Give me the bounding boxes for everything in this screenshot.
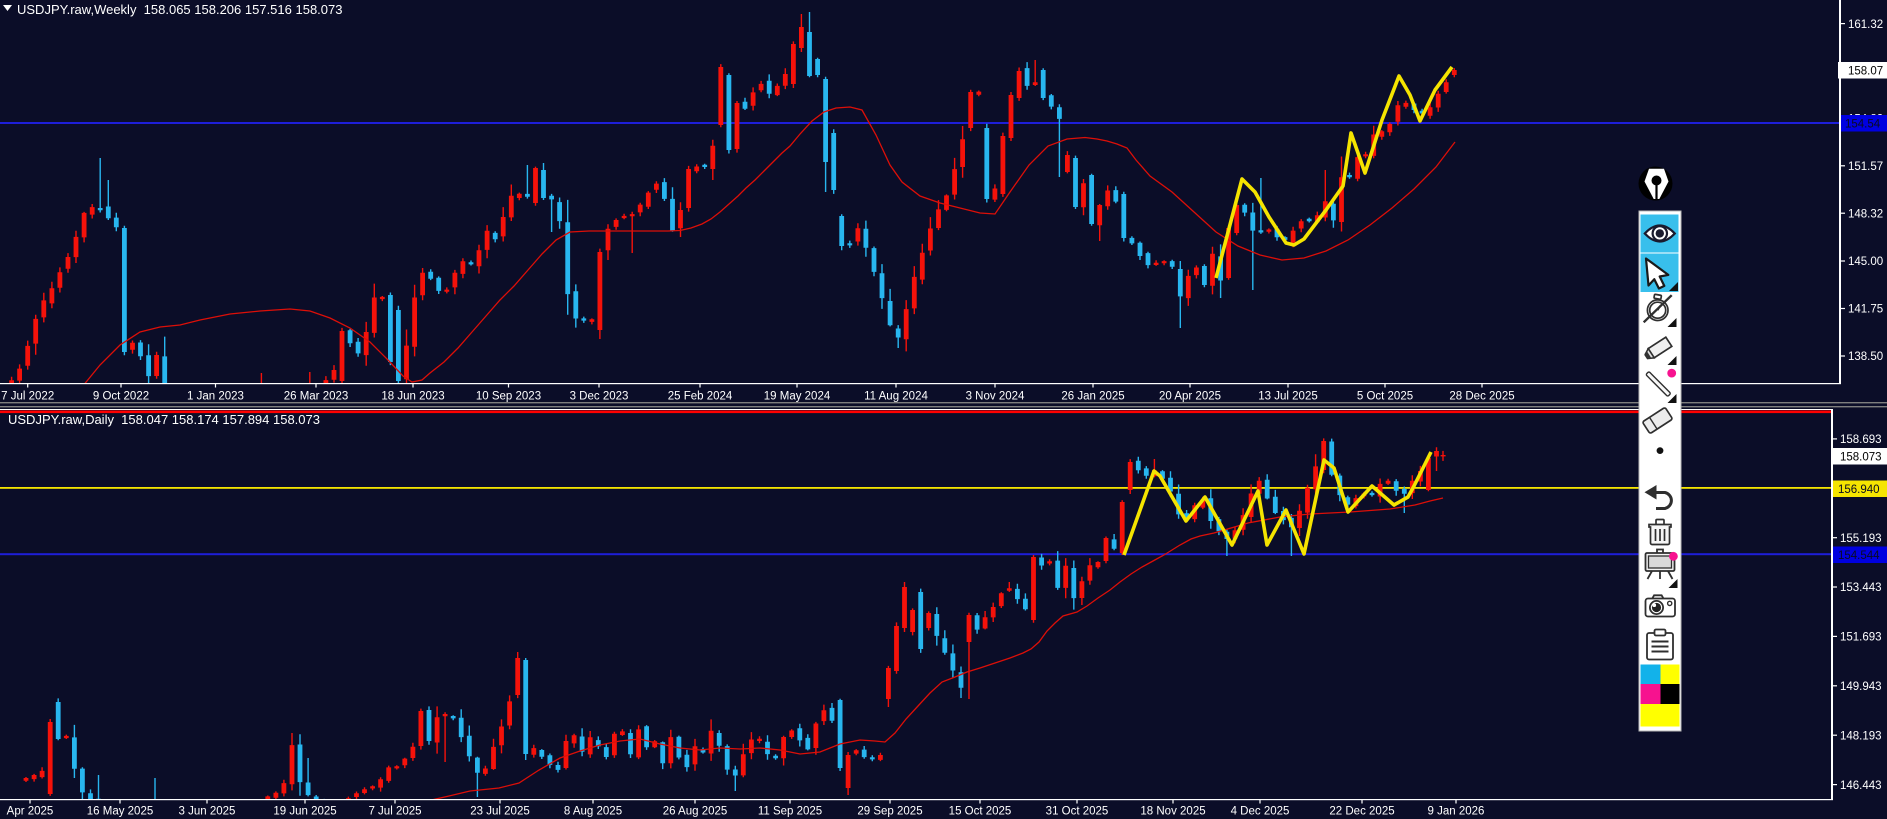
svg-text:138.50: 138.50 — [1848, 351, 1883, 363]
svg-text:148.193: 148.193 — [1840, 730, 1882, 742]
svg-text:10 Sep 2023: 10 Sep 2023 — [476, 391, 541, 403]
svg-text:11 Sep 2025: 11 Sep 2025 — [758, 806, 822, 818]
svg-text:23 Jul 2025: 23 Jul 2025 — [470, 806, 529, 818]
svg-text:7 Jul 2022: 7 Jul 2022 — [1, 391, 54, 403]
svg-text:158.07: 158.07 — [1848, 66, 1883, 78]
svg-text:156.940: 156.940 — [1838, 484, 1880, 496]
svg-text:25 Feb 2024: 25 Feb 2024 — [668, 391, 733, 403]
svg-text:4 Dec 2025: 4 Dec 2025 — [1231, 806, 1290, 818]
svg-text:USDJPY.raw,Weekly 158.065 158: USDJPY.raw,Weekly 158.065 158.206 157.51… — [17, 2, 342, 17]
svg-text:20 Apr 2025: 20 Apr 2025 — [1159, 391, 1221, 403]
svg-text:19 May 2024: 19 May 2024 — [764, 391, 831, 403]
svg-text:155.193: 155.193 — [1840, 533, 1882, 545]
svg-text:3 Jun 2025: 3 Jun 2025 — [179, 806, 236, 818]
svg-text:154.54: 154.54 — [1845, 119, 1881, 131]
svg-text:18 Nov 2025: 18 Nov 2025 — [1140, 806, 1205, 818]
svg-text:19 Jun 2025: 19 Jun 2025 — [273, 806, 336, 818]
svg-text:29 Sep 2025: 29 Sep 2025 — [857, 806, 922, 818]
svg-text:141.75: 141.75 — [1848, 304, 1883, 316]
svg-text:3 Dec 2023: 3 Dec 2023 — [570, 391, 629, 403]
svg-text:3 Nov 2024: 3 Nov 2024 — [966, 391, 1025, 403]
svg-text:153.443: 153.443 — [1840, 582, 1882, 594]
svg-text:158.073: 158.073 — [1840, 452, 1882, 464]
svg-text:USDJPY.raw,Daily 158.047 158.: USDJPY.raw,Daily 158.047 158.174 157.894… — [8, 412, 320, 427]
svg-text:149.943: 149.943 — [1840, 681, 1882, 693]
svg-text:151.57: 151.57 — [1848, 161, 1883, 173]
svg-text:26 Mar 2023: 26 Mar 2023 — [284, 391, 349, 403]
svg-text:8 Aug 2025: 8 Aug 2025 — [564, 806, 622, 818]
svg-text:16 May 2025: 16 May 2025 — [87, 806, 154, 818]
svg-text:9 Oct 2022: 9 Oct 2022 — [93, 391, 149, 403]
svg-text:161.32: 161.32 — [1848, 19, 1883, 31]
svg-text:146.443: 146.443 — [1840, 780, 1882, 792]
svg-text:9 Jan 2026: 9 Jan 2026 — [1428, 806, 1485, 818]
svg-text:148.32: 148.32 — [1848, 208, 1883, 220]
svg-text:18 Jun 2023: 18 Jun 2023 — [381, 391, 444, 403]
svg-text:1 Jan 2023: 1 Jan 2023 — [187, 391, 244, 403]
svg-text:Apr 2025: Apr 2025 — [7, 806, 54, 818]
svg-text:154.544: 154.544 — [1838, 550, 1880, 562]
svg-text:28 Dec 2025: 28 Dec 2025 — [1449, 391, 1514, 403]
svg-text:26 Jan 2025: 26 Jan 2025 — [1061, 391, 1124, 403]
svg-text:5 Oct 2025: 5 Oct 2025 — [1357, 391, 1413, 403]
svg-text:11 Aug 2024: 11 Aug 2024 — [864, 391, 928, 403]
svg-text:158.693: 158.693 — [1840, 434, 1882, 446]
svg-text:145.00: 145.00 — [1848, 256, 1883, 268]
svg-text:31 Oct 2025: 31 Oct 2025 — [1046, 806, 1109, 818]
svg-text:7 Jul 2025: 7 Jul 2025 — [368, 806, 421, 818]
svg-text:13 Jul 2025: 13 Jul 2025 — [1258, 391, 1317, 403]
svg-text:15 Oct 2025: 15 Oct 2025 — [949, 806, 1012, 818]
svg-text:22 Dec 2025: 22 Dec 2025 — [1329, 806, 1394, 818]
svg-text:151.693: 151.693 — [1840, 632, 1882, 644]
svg-text:26 Aug 2025: 26 Aug 2025 — [663, 806, 728, 818]
